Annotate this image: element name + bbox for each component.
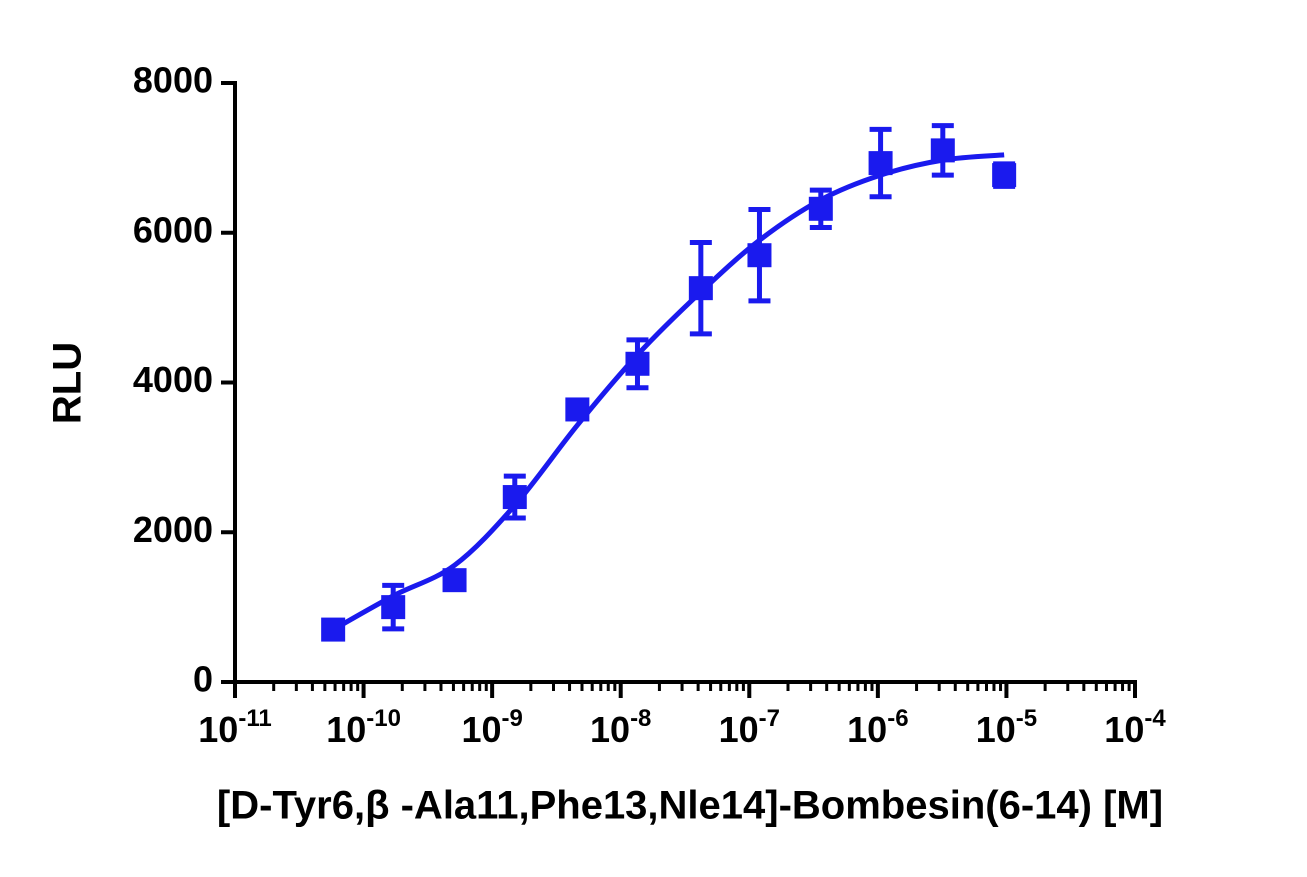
- x-tick-label: 10-5: [976, 705, 1037, 749]
- x-axis-label: [D-Tyr6,β -Ala11,Phe13,Nle14]-Bombesin(6…: [217, 784, 1163, 828]
- point: [502, 485, 527, 510]
- x-tick-label: 10-8: [590, 705, 651, 749]
- point: [565, 397, 590, 422]
- y-tick-label: 0: [193, 659, 213, 700]
- fit-curve: [331, 152, 1005, 632]
- y-tick-label: 6000: [133, 209, 213, 250]
- x-tick-label: 10-7: [719, 705, 780, 749]
- point: [868, 151, 893, 176]
- point: [930, 138, 955, 163]
- y-axis-label: RLU: [46, 342, 90, 424]
- x-tick-label: 10-9: [461, 705, 522, 749]
- x-tick-label: 10-10: [326, 705, 401, 749]
- y-tick-label: 4000: [133, 359, 213, 400]
- point: [442, 568, 467, 593]
- point: [321, 617, 346, 642]
- x-tick-label: 10-11: [198, 705, 271, 749]
- x-tick-label: 10-6: [847, 705, 908, 749]
- point: [808, 196, 833, 221]
- y-tick-label: 8000: [133, 60, 213, 101]
- point: [381, 595, 406, 620]
- point: [625, 351, 650, 376]
- point: [747, 243, 772, 268]
- point: [992, 163, 1017, 188]
- point: [688, 276, 713, 301]
- y-tick-label: 2000: [133, 509, 213, 550]
- x-tick-label: 10-4: [1104, 705, 1166, 749]
